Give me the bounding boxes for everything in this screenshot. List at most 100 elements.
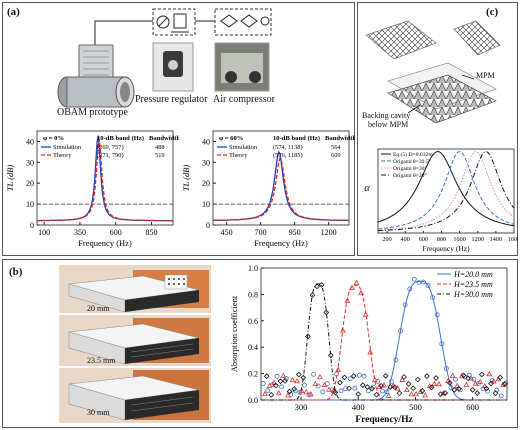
y-tick-label: 0.2: [248, 370, 258, 379]
marker-h23-5: [312, 380, 319, 386]
marker-h20: [347, 376, 353, 382]
marker-h30: [305, 333, 311, 340]
legend-header: φ = 60%: [219, 135, 243, 142]
marker-h23-5: [413, 390, 419, 397]
marker-h23-5: [440, 390, 447, 396]
marker-h30: [295, 371, 302, 378]
marker-h30: [350, 373, 357, 379]
panel-a-label: (a): [7, 6, 20, 18]
marker-h30: [392, 384, 398, 391]
y-axis-label: TL (dB): [181, 165, 191, 192]
x-tick-label: 200: [382, 236, 391, 243]
y-tick-label: 20: [26, 179, 34, 188]
panel-b-label: (b): [9, 266, 23, 278]
x-tick-label: 600: [110, 228, 122, 237]
marker-h30: [501, 381, 508, 388]
marker-h23-5: [262, 390, 268, 397]
marker-h30: [428, 384, 435, 391]
marker-h30: [318, 282, 325, 288]
backing-cavity-label-line2: below MPM: [368, 120, 409, 129]
marker-h30: [277, 378, 284, 385]
marker-h20: [471, 376, 477, 382]
marker-h20: [260, 381, 266, 386]
y-tick-label: 30: [26, 158, 34, 167]
marker-h30: [291, 386, 298, 392]
marker-h23-5: [344, 297, 351, 303]
marker-h23-5: [477, 378, 483, 384]
marker-h30: [401, 374, 407, 380]
marker-h30: [419, 388, 426, 394]
legend-header: 10-dB band (Hz): [97, 135, 144, 142]
marker-h23-5: [307, 390, 314, 397]
marker-h30: [382, 372, 389, 379]
marker-h20: [411, 276, 417, 282]
y-tick-label: 0.4: [248, 343, 258, 352]
marker-h20: [407, 286, 413, 292]
photo-label-23-5mm: 23.5 mm: [87, 356, 116, 365]
y-tick-label: 10: [202, 200, 210, 209]
absorption-chart: 300 400 500 600 0.0 0.2 0.4 0.6 0.8 1.0 Frequency/…: [229, 264, 509, 425]
marker-h23-5: [335, 366, 342, 372]
plot-frame: [377, 148, 515, 234]
marker-h20: [338, 388, 344, 394]
marker-h20: [402, 302, 408, 308]
marker-h30: [497, 374, 504, 381]
legend-band: (271, 790): [97, 152, 124, 159]
marker-h30: [396, 390, 403, 397]
marker-h20: [439, 341, 445, 347]
y-tick-label: 40: [202, 137, 210, 146]
marker-h20: [315, 383, 321, 389]
y-axis-label: TL (dB): [5, 165, 15, 192]
marker-h30: [488, 380, 494, 387]
marker-h23-5: [417, 388, 424, 394]
legend-bandwidth: 488: [155, 144, 165, 151]
marker-h23-5: [358, 289, 364, 296]
series-line-simulation: [212, 150, 349, 222]
y-tick-label: 0.6: [248, 317, 258, 326]
marker-h23-5: [490, 378, 497, 384]
marker-h20: [366, 388, 371, 394]
marker-h23-5: [326, 386, 332, 392]
marker-h30: [433, 375, 439, 381]
mpm-label: MPM: [476, 71, 495, 80]
y-tick-label: 10: [26, 200, 34, 209]
y-tick-label: 20: [202, 179, 210, 188]
legend-band: (576, 1185): [273, 152, 303, 159]
marker-h20: [430, 295, 436, 300]
alpha-series-2: [377, 150, 515, 231]
marker-h23-5: [376, 383, 383, 389]
marker-h30: [442, 390, 449, 396]
y-tick-label: 40: [26, 137, 34, 146]
marker-h30: [373, 391, 380, 398]
y-tick-label: 1.0: [248, 264, 258, 273]
x-tick-label: 300: [295, 402, 308, 412]
marker-h20: [302, 382, 307, 388]
x-axis-label: Frequency (Hz): [78, 238, 132, 248]
x-tick-label: 950: [289, 228, 301, 237]
marker-h23-5: [371, 376, 378, 382]
tl-chart-phi-60: 450 700 950 1200 0 10 20 30 40 Frequency (Hz) TL (…: [181, 130, 355, 248]
x-tick-label: 400: [352, 402, 365, 412]
legend-band: (269, 757): [97, 144, 124, 151]
marker-h20: [352, 385, 358, 391]
marker-h30: [478, 371, 485, 378]
marker-h23-5: [280, 372, 287, 378]
backing-cavity-label-line1: Backing cavity: [362, 111, 411, 120]
marker-h23-5: [303, 389, 310, 395]
legend-entry: H=30.0 mm: [453, 290, 493, 299]
marker-h23-5: [266, 382, 273, 388]
marker-h30: [446, 379, 453, 386]
marker-h30: [474, 390, 481, 396]
marker-h30: [263, 373, 270, 380]
legend-header: 10-dB band (Hz): [273, 135, 320, 142]
x-tick-label: 1200: [321, 228, 337, 237]
marker-h30: [369, 385, 375, 392]
marker-h30: [483, 385, 490, 392]
marker-h23-5: [486, 370, 493, 377]
marker-h20: [265, 388, 271, 393]
x-tick-label: 100: [38, 228, 50, 237]
fit-line-1: [261, 284, 507, 401]
marker-h30: [414, 376, 421, 383]
alpha-series-0: [377, 150, 515, 227]
marker-h23-5: [362, 311, 369, 317]
